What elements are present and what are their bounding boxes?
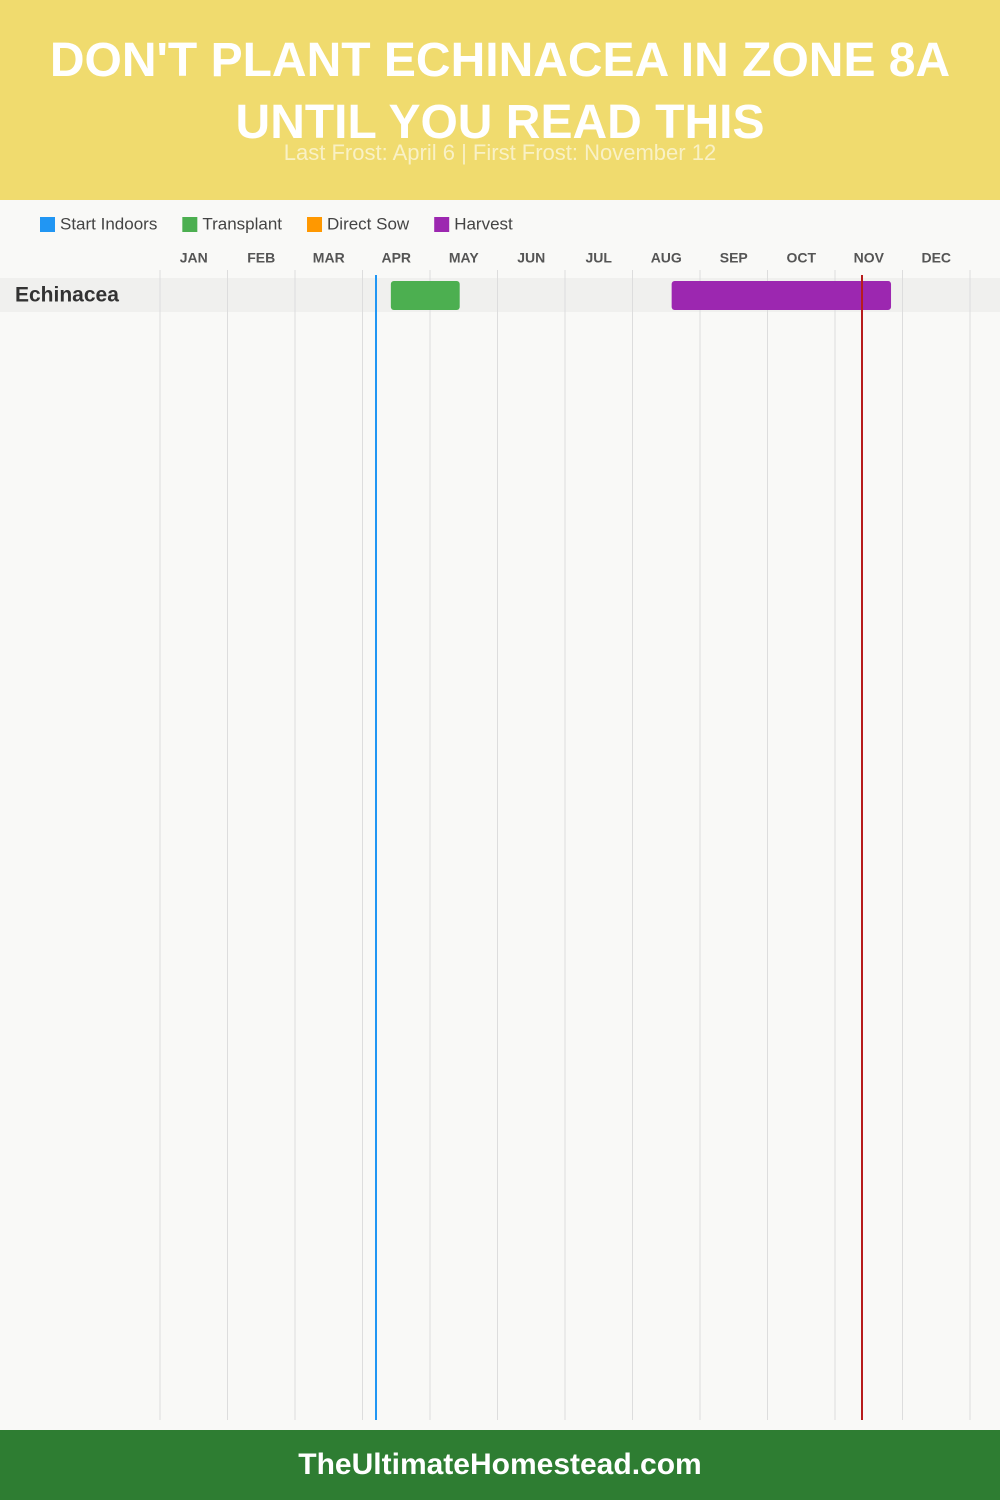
x-tick-label: APR xyxy=(381,250,411,266)
row-label: Echinacea xyxy=(15,284,119,307)
bar xyxy=(390,281,460,310)
legend-swatch xyxy=(40,217,55,232)
legend-label: Start Indoors xyxy=(60,214,157,233)
chart: Start Indoors Transplant Direct Sow Harvest… xyxy=(0,214,1000,1420)
bar xyxy=(671,281,892,310)
x-tick-label: DEC xyxy=(921,250,951,266)
header: DON'T PLANT ECHINACEA IN ZONE 8A UNTIL Y… xyxy=(0,0,1000,200)
legend-swatch xyxy=(182,217,198,232)
x-tick-label: MAR xyxy=(313,250,345,266)
x-tick-label: MAY xyxy=(449,250,479,266)
x-tick-label: JUL xyxy=(586,250,613,266)
chart-title: DON'T PLANT ECHINACEA IN ZONE 8A UNTIL Y… xyxy=(49,34,951,149)
x-tick-label: NOV xyxy=(854,250,885,266)
x-tick-label: FEB xyxy=(247,250,275,266)
legend-label: Harvest xyxy=(454,214,513,233)
legend-label: Direct Sow xyxy=(327,214,410,233)
legend-swatch xyxy=(434,217,450,232)
x-tick-label: SEP xyxy=(720,250,748,266)
legend-swatch xyxy=(307,217,323,232)
x-tick-label: AUG xyxy=(651,250,682,266)
legend-label: Transplant xyxy=(202,214,282,233)
footer: TheUltimateHomestead.com xyxy=(0,1430,1000,1500)
x-tick-label: JAN xyxy=(180,250,208,266)
chart-subtitle: Last Frost: April 6 | First Frost: Novem… xyxy=(283,140,717,165)
x-tick-label: OCT xyxy=(786,250,816,266)
x-tick-label: JUN xyxy=(517,250,545,266)
